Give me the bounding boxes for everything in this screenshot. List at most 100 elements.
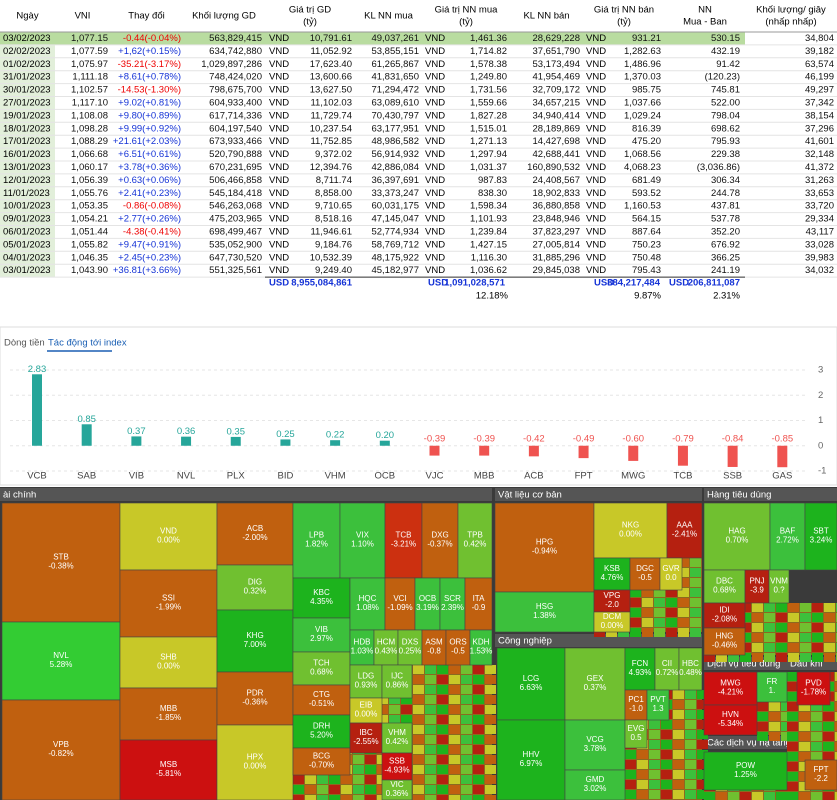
cell: 1,046.35 bbox=[71, 252, 108, 263]
tile-small bbox=[642, 628, 653, 637]
tile bbox=[414, 577, 441, 631]
tile-symbol: ITA bbox=[473, 594, 486, 603]
tab[interactable]: Dòng tiền bbox=[4, 338, 45, 349]
tile-symbol: HPG bbox=[536, 538, 553, 547]
tile-small bbox=[787, 752, 798, 761]
tile-small bbox=[625, 780, 636, 789]
currency: VND bbox=[269, 85, 289, 96]
tile-small bbox=[449, 775, 460, 784]
tile-change: 4.76% bbox=[601, 573, 624, 582]
tile-small bbox=[389, 695, 400, 704]
cell: 1,066.68 bbox=[71, 149, 108, 160]
tile bbox=[494, 591, 595, 633]
tile-small bbox=[787, 762, 798, 771]
tile-small bbox=[637, 770, 648, 779]
tile-change: 1.10% bbox=[351, 540, 374, 549]
cell: 70,430,797 bbox=[371, 110, 419, 121]
tile bbox=[216, 502, 294, 566]
cell: 39,983 bbox=[805, 252, 834, 263]
tile-small bbox=[728, 653, 739, 662]
tile-small bbox=[823, 752, 834, 761]
tile bbox=[119, 687, 218, 741]
tile-small bbox=[625, 750, 636, 759]
tile-small bbox=[752, 633, 763, 642]
value-label: -0.42 bbox=[523, 433, 545, 444]
cell: 11,052.92 bbox=[310, 46, 352, 57]
cell: 34,940,414 bbox=[532, 110, 580, 121]
cell: 987.83 bbox=[478, 175, 507, 186]
tile-small bbox=[649, 740, 660, 749]
tile-symbol: LPB bbox=[309, 531, 324, 540]
cell: 13,600.66 bbox=[310, 72, 352, 83]
tile-change: -4.21% bbox=[718, 688, 743, 697]
tile-small bbox=[835, 722, 837, 731]
date-cell: 06/01/2023 bbox=[3, 226, 51, 237]
tile bbox=[593, 557, 631, 591]
currency: VND bbox=[586, 252, 606, 263]
currency: VND bbox=[586, 110, 606, 121]
tile-small bbox=[799, 742, 810, 751]
tile-small bbox=[811, 792, 822, 800]
tile-small bbox=[740, 643, 751, 652]
tile-small bbox=[673, 760, 684, 769]
currency: VND bbox=[586, 188, 606, 199]
cell: 56,914,932 bbox=[371, 149, 419, 160]
header-cell: Giá trị NN bán bbox=[594, 5, 654, 16]
cell: 604,933,400 bbox=[209, 97, 262, 108]
tile-small bbox=[473, 715, 484, 724]
tile-symbol: DBC bbox=[716, 577, 733, 586]
tile-change: 1.25% bbox=[734, 770, 757, 779]
x-tick-label: SSB bbox=[723, 471, 742, 482]
tile-small bbox=[473, 785, 484, 794]
sector-title: Vật liệu cơ bản bbox=[498, 490, 562, 501]
tile-symbol: KHG bbox=[246, 631, 263, 640]
tile bbox=[381, 664, 413, 699]
tile-change: 1.53% bbox=[470, 647, 493, 656]
tile-small bbox=[437, 675, 448, 684]
cell: 27,005,814 bbox=[532, 239, 580, 250]
currency: VND bbox=[586, 201, 606, 212]
ratio: 9.87% bbox=[634, 291, 661, 302]
bar bbox=[181, 436, 192, 446]
tile-symbol: POW bbox=[736, 761, 756, 770]
currency: VND bbox=[425, 33, 445, 44]
tile-small bbox=[485, 705, 496, 714]
total-currency: USD bbox=[269, 278, 289, 289]
tile-symbol: NKG bbox=[622, 521, 639, 530]
tile-small bbox=[788, 603, 799, 612]
tab-active[interactable]: Tác động tới index bbox=[48, 338, 127, 349]
cell: 34,804 bbox=[805, 33, 834, 44]
tile-small bbox=[764, 603, 775, 612]
tile-small bbox=[425, 675, 436, 684]
tile-small bbox=[401, 705, 412, 714]
date-cell: 18/01/2023 bbox=[3, 123, 51, 134]
tile-small bbox=[425, 725, 436, 734]
tile bbox=[469, 629, 493, 666]
bar bbox=[81, 424, 92, 446]
tile-small bbox=[449, 665, 460, 674]
currency: VND bbox=[269, 175, 289, 186]
tile-small bbox=[673, 770, 684, 779]
header-cell: (nhấp nhấp) bbox=[765, 17, 816, 28]
tile bbox=[804, 759, 837, 791]
tile-change: 3.24% bbox=[810, 536, 833, 545]
tile-small bbox=[752, 603, 763, 612]
tile-small bbox=[781, 732, 792, 741]
tile-small bbox=[625, 770, 636, 779]
tile-small bbox=[757, 722, 768, 731]
tile-symbol: AAA bbox=[676, 521, 693, 530]
cell: 28,189,869 bbox=[532, 123, 580, 134]
header-cell: Mua - Ban bbox=[683, 17, 727, 28]
tile bbox=[216, 671, 294, 726]
total-value: 206,811,087 bbox=[688, 278, 740, 289]
currency: VND bbox=[586, 59, 606, 70]
tile-symbol: TCH bbox=[313, 659, 330, 668]
tile-small bbox=[449, 795, 460, 800]
tile-small bbox=[678, 568, 689, 577]
tile bbox=[666, 502, 703, 559]
tile-small bbox=[776, 653, 787, 662]
tile-small bbox=[678, 578, 689, 587]
tile-small bbox=[630, 618, 641, 627]
